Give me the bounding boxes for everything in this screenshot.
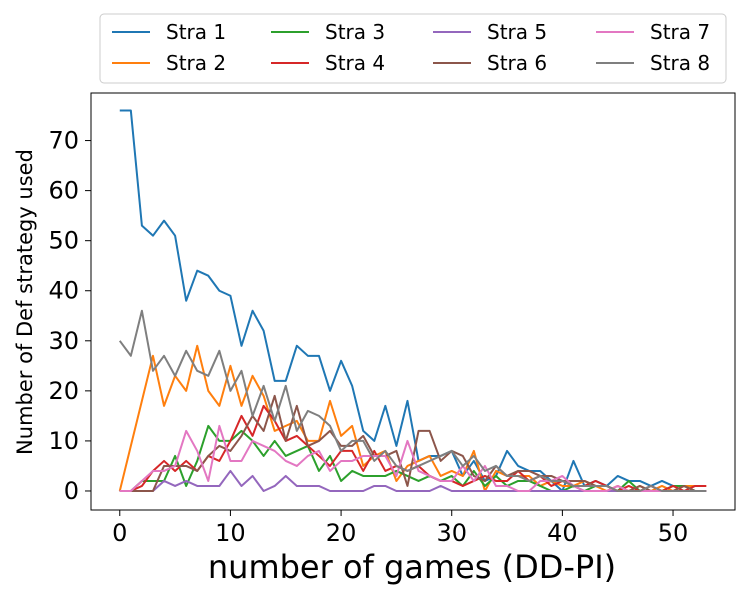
y-tick-label: 10	[48, 427, 79, 455]
legend-box	[99, 13, 727, 84]
x-tick-label: 10	[215, 519, 246, 547]
x-tick-label: 50	[658, 519, 689, 547]
legend-label-stra-1: Stra 1	[166, 20, 226, 44]
x-tick-label: 40	[547, 519, 578, 547]
series-line-stra-1	[119, 109, 707, 492]
y-tick-label: 40	[48, 277, 79, 305]
x-tick-label: 30	[436, 519, 467, 547]
series-lines	[118, 109, 707, 492]
legend-label-stra-8: Stra 8	[650, 51, 710, 75]
series-line-stra-8	[118, 309, 707, 492]
x-axis-label: number of games (DD-PI)	[208, 548, 616, 586]
y-tick-label: 70	[48, 127, 79, 155]
legend-label-stra-6: Stra 6	[487, 51, 547, 75]
legend: Stra 1 Stra 2 Stra 3 Stra 4 Stra 5 Stra 6 Stra…	[99, 13, 727, 84]
x-axis-ticks: 0 10 20 30 40 50	[112, 510, 688, 547]
x-tick-label: 0	[112, 519, 127, 547]
legend-label-stra-2: Stra 2	[166, 51, 226, 75]
legend-label-stra-4: Stra 4	[325, 51, 385, 75]
plot-frame	[90, 92, 736, 511]
y-tick-label: 30	[48, 327, 79, 355]
y-tick-label: 20	[48, 377, 79, 405]
y-axis-ticks: 0 10 20 30 40 50 60 70	[48, 127, 91, 505]
legend-label-stra-3: Stra 3	[325, 20, 385, 44]
legend-label-stra-5: Stra 5	[487, 20, 547, 44]
legend-label-stra-7: Stra 7	[650, 20, 710, 44]
y-tick-label: 60	[48, 177, 79, 205]
series-line-stra-7	[119, 424, 707, 492]
x-tick-label: 20	[326, 519, 357, 547]
y-tick-label: 50	[48, 227, 79, 255]
y-tick-label: 0	[64, 477, 79, 505]
y-axis-label: Number of Def strategy used	[13, 149, 37, 455]
